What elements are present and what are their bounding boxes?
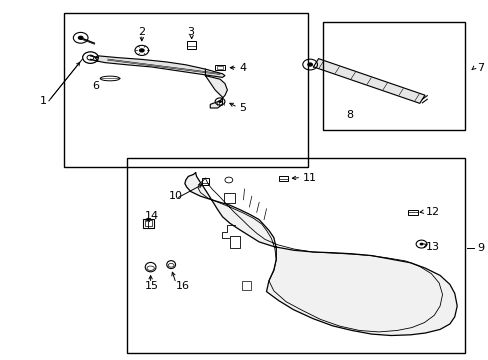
Circle shape	[139, 48, 144, 53]
Text: 11: 11	[303, 173, 317, 183]
Bar	[127, 158, 464, 353]
Text: 14: 14	[144, 211, 158, 221]
Text: 7: 7	[476, 63, 483, 73]
Bar	[407, 210, 417, 215]
Text: 10: 10	[169, 191, 183, 201]
Polygon shape	[95, 56, 224, 77]
Text: 13: 13	[425, 242, 439, 252]
Text: 2: 2	[138, 27, 145, 37]
Bar	[187, 41, 196, 49]
Text: 1: 1	[40, 96, 46, 106]
Text: 16: 16	[176, 281, 190, 291]
Circle shape	[306, 62, 312, 67]
Bar	[224, 193, 234, 203]
Bar	[278, 176, 287, 181]
Text: 12: 12	[425, 207, 439, 217]
Text: 8: 8	[346, 110, 352, 120]
Polygon shape	[313, 59, 424, 103]
Circle shape	[419, 243, 423, 246]
Text: 4: 4	[239, 63, 246, 73]
Text: 5: 5	[239, 103, 246, 113]
Bar	[322, 22, 464, 130]
Bar	[216, 66, 223, 69]
Polygon shape	[205, 69, 227, 108]
Bar	[202, 178, 208, 185]
Bar	[142, 219, 153, 228]
Bar	[215, 65, 224, 70]
Text: 9: 9	[476, 243, 483, 253]
Bar	[63, 13, 307, 167]
Polygon shape	[184, 173, 456, 336]
Text: 15: 15	[144, 281, 158, 291]
Bar	[229, 236, 239, 248]
Circle shape	[78, 36, 83, 40]
Circle shape	[218, 100, 222, 103]
Text: 3: 3	[187, 27, 194, 37]
Text: 6: 6	[92, 81, 99, 91]
Bar	[242, 281, 250, 290]
Bar	[144, 220, 151, 226]
